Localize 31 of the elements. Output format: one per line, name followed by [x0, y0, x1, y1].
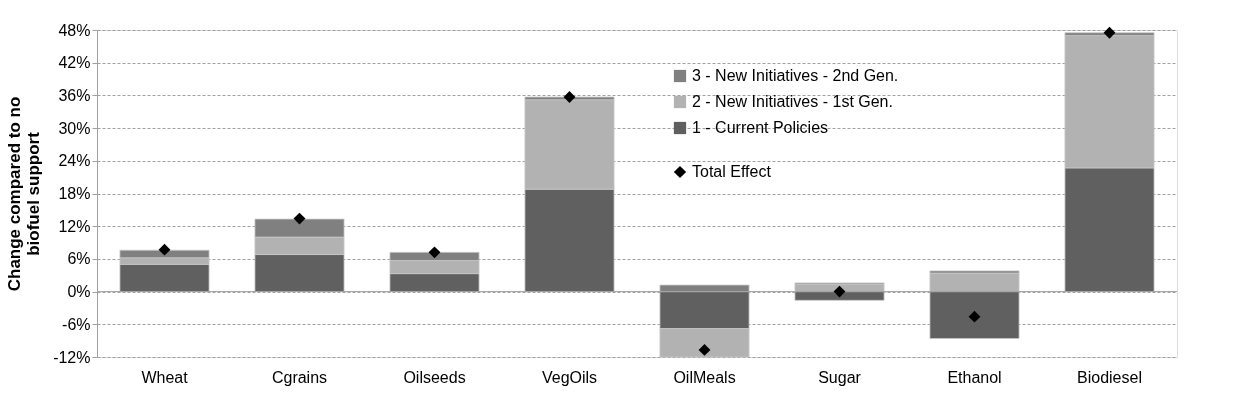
point: [1103, 26, 1116, 39]
x-tick-label: OilMeals: [673, 368, 736, 386]
point: [833, 285, 846, 298]
x-tick-label: Cgrains: [271, 368, 328, 386]
point: [563, 91, 576, 103]
y-tick-label: 6%: [67, 250, 91, 268]
point: [428, 246, 441, 259]
y-tick-label: 12%: [58, 217, 91, 235]
x-tick-label: Ethanol: [947, 368, 1002, 386]
point: [968, 310, 981, 323]
legend-label: 3 - New Initiatives - 2nd Gen.: [692, 67, 899, 84]
y-tick-label: 30%: [58, 119, 91, 137]
y-tick-label: 18%: [58, 185, 91, 202]
y-tick-label: 48%: [58, 21, 91, 39]
point: [158, 243, 171, 256]
y-tick-label: 36%: [58, 86, 91, 104]
y-axis-title: Change compared to no biofuel support: [5, 96, 44, 292]
x-tick-label: VegOils: [541, 368, 598, 386]
y-tick-label: 42%: [58, 54, 91, 72]
point: [698, 344, 711, 356]
y-tick-label: -12%: [53, 348, 91, 366]
x-tick-label: Biodiesel: [1077, 368, 1142, 386]
x-tick-label: Oilseeds: [403, 368, 466, 386]
legend-label: 1 - Current Policies: [692, 119, 829, 136]
legend-label: 2 - New Initiatives - 1st Gen.: [692, 93, 893, 110]
legend-label: Total Effect: [692, 163, 772, 180]
x-tick-label: Wheat: [141, 368, 189, 386]
y-tick-label: -6%: [62, 315, 91, 333]
x-tick-label: Sugar: [818, 368, 862, 386]
y-tick-label: 0%: [67, 283, 91, 301]
y-tick-label: 24%: [58, 152, 91, 170]
